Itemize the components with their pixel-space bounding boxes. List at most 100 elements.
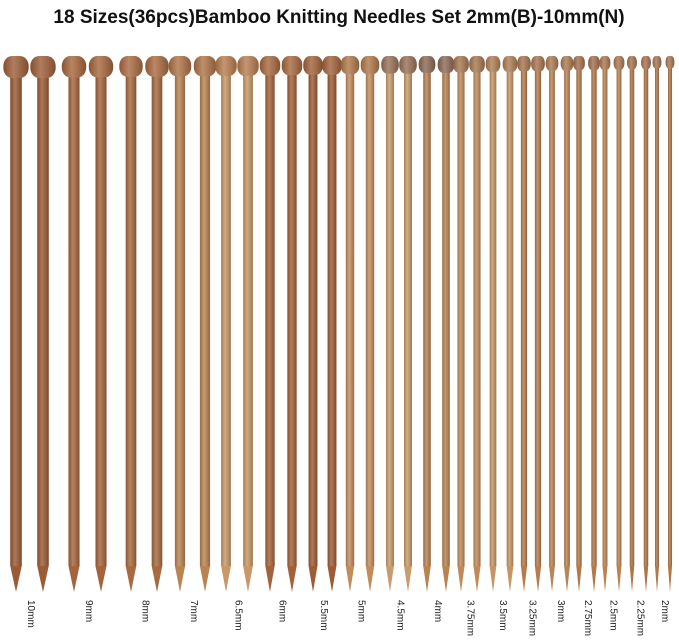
needle-tip [243,566,253,592]
needles: 10mm 9mm 8mm 7mm 6.5mm 6mm 5.5mm 5mm 4.5mm 4mm 3.7… [3,56,675,636]
knob-shade [145,56,169,77]
needle [215,56,237,592]
needle-tip [667,566,673,592]
needle [168,56,192,592]
size-label: 6.5mm [232,600,243,631]
needle [61,56,87,592]
needle-tip [602,566,608,592]
knob-shade [360,56,380,75]
needle-tip [654,566,660,592]
needle-shade [151,72,163,567]
needle-shade [423,69,431,567]
needle [469,56,485,592]
needle [340,56,360,592]
needle-tip [265,566,275,592]
needle [502,56,518,592]
needle-shade [199,72,211,566]
size-label: 3.5mm [497,600,508,631]
needle-tip [174,566,186,592]
needle [193,56,217,592]
needle-shade [345,70,355,567]
needle-shade [616,65,622,566]
needle-tip [327,566,337,592]
needle-tip [308,566,318,592]
needle-shade [643,65,649,566]
needle [453,56,469,592]
size-label: 7mm [188,600,199,622]
needle [145,56,169,592]
knob-shade [119,56,143,77]
needle-shade [602,65,608,566]
needle-shade [576,66,582,567]
size-label: 5mm [355,600,366,622]
knob-shade [453,56,469,73]
needle [652,56,662,592]
knob-shade [485,56,501,72]
needle-tip [564,566,570,592]
needle [399,56,417,592]
size-label: 9mm [83,600,94,622]
needle-shade [667,64,673,567]
needle [588,56,600,592]
needle-tip [534,566,542,592]
needle-shade [10,74,22,566]
size-label: 2.25mm [634,600,645,636]
needle [259,56,281,592]
knob-shade [613,56,625,70]
knob-shade [531,56,545,72]
needle-tip [68,566,80,592]
knob-shade [469,56,485,73]
needle [517,56,531,592]
title: 18 Sizes(36pcs)Bamboo Knitting Needles S… [53,7,624,28]
knob-shade [560,56,574,71]
needle [281,56,303,592]
needle-shade [386,69,394,566]
needle [30,56,56,592]
knob-shade [588,56,600,71]
needle-tip [125,566,137,592]
needle-shade [365,70,375,567]
needle-shade [629,65,635,566]
needle-shade [174,72,186,566]
needle-shade [591,66,597,567]
knob-shade [418,56,436,74]
needle-tip [473,566,481,592]
knob-shade [573,56,585,71]
size-label: 3.25mm [526,600,537,636]
needle-shade [654,64,660,567]
size-label: 3mm [555,600,566,622]
knob-shade [399,56,417,74]
needle-tip [576,566,582,592]
size-label: 2.75mm [582,600,593,636]
knob-shade [641,56,651,70]
needle-shade [457,68,465,566]
needle-shade [265,71,275,566]
size-label: 2mm [659,600,670,622]
needle-shade [506,67,514,566]
knob-shade [340,56,360,75]
knob-shade [259,56,281,76]
needle [88,56,114,592]
needle-shade [549,66,555,566]
needle-tip [365,566,375,592]
knob-shade [381,56,399,74]
needle [545,56,559,592]
needle-shade [534,67,542,567]
needle-tip [506,566,514,592]
needle [303,56,323,592]
knob-shade [502,56,518,72]
needle-tip [404,566,412,592]
needle [360,56,380,592]
knob-shade [168,56,192,77]
knob-shade [517,56,531,72]
knob-shade [193,56,217,77]
needle-tip [423,566,431,592]
needle-tip [386,566,394,592]
needle [418,56,436,592]
needle [641,56,651,592]
needle [627,56,637,592]
needle-shade [221,71,231,567]
needle-shade [489,67,497,566]
knob-shade [627,56,637,70]
needle-shade [287,71,297,566]
